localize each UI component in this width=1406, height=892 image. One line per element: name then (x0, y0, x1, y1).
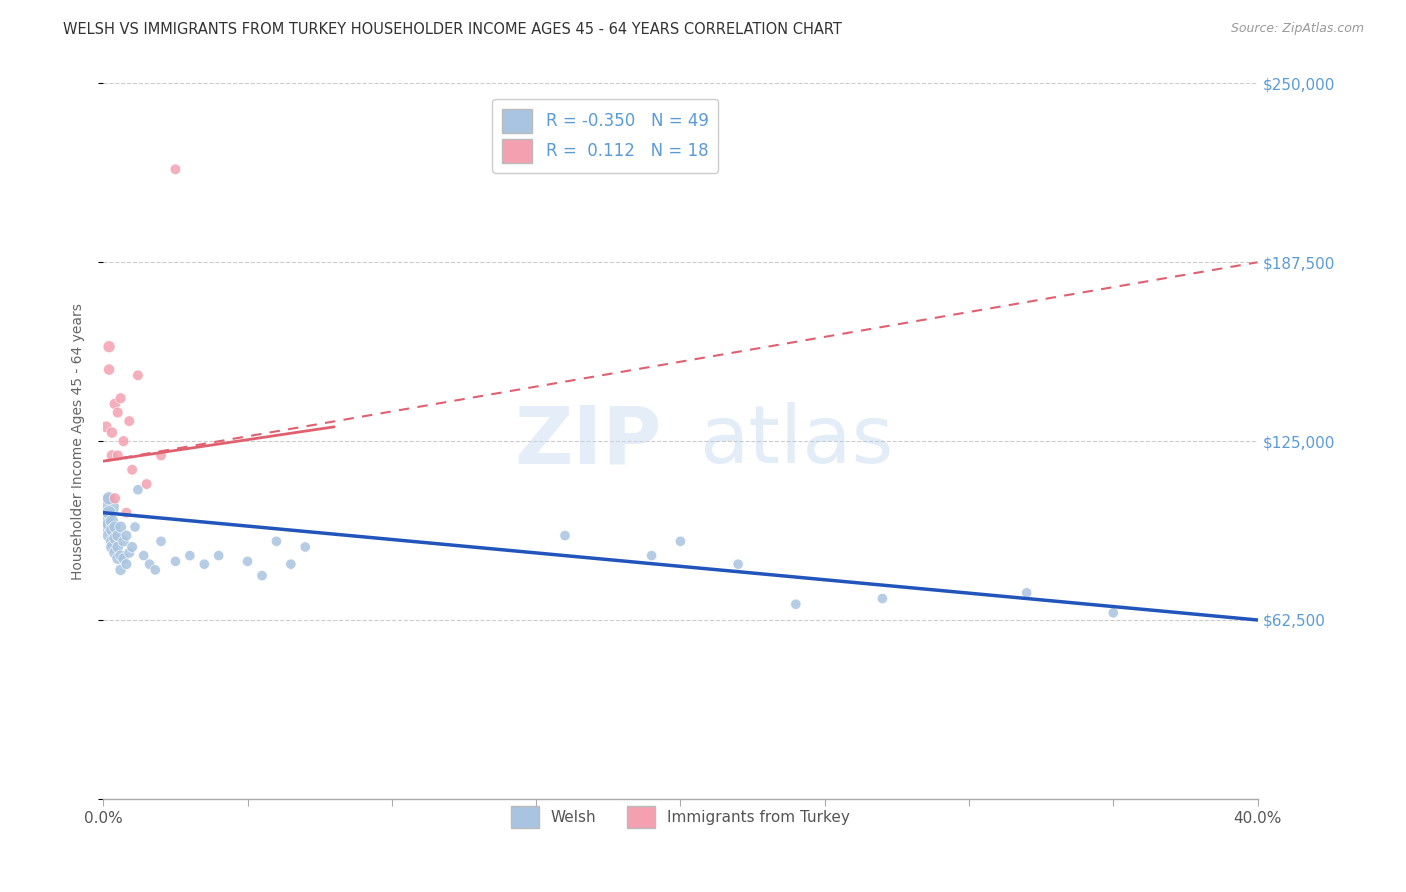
Point (135, 477, 157, 491)
Point (101, 540, 124, 554)
Point (165, 162, 187, 177)
Point (107, 405, 129, 419)
Text: Source: ZipAtlas.com: Source: ZipAtlas.com (1230, 22, 1364, 36)
Point (266, 534, 288, 549)
Point (115, 506, 138, 520)
Point (98, 506, 121, 520)
Text: atlas: atlas (699, 402, 893, 480)
Point (143, 563, 166, 577)
Point (110, 549, 132, 563)
Point (669, 534, 692, 549)
Point (98, 528, 121, 542)
Point (118, 414, 141, 428)
Text: WELSH VS IMMIGRANTS FROM TURKEY HOUSEHOLDER INCOME AGES 45 - 64 YEARS CORRELATIO: WELSH VS IMMIGRANTS FROM TURKEY HOUSEHOL… (63, 22, 842, 37)
Point (107, 540, 129, 554)
Point (110, 563, 132, 577)
Point (104, 532, 127, 546)
Point (115, 557, 138, 571)
Point (236, 554, 259, 568)
Point (101, 514, 124, 528)
Point (101, 534, 124, 549)
Point (107, 449, 129, 463)
Point (165, 554, 187, 568)
Point (127, 368, 149, 383)
Point (124, 520, 146, 534)
Point (872, 591, 894, 606)
Point (121, 540, 143, 554)
Point (785, 597, 807, 611)
Point (640, 549, 662, 563)
Point (98, 491, 121, 506)
Point (250, 568, 273, 582)
Point (138, 557, 160, 571)
Point (96, 420, 118, 434)
Point (101, 449, 124, 463)
Point (112, 551, 135, 566)
Point (150, 534, 173, 549)
Point (1015, 586, 1038, 600)
Point (101, 425, 124, 440)
Point (179, 549, 201, 563)
Point (280, 557, 302, 571)
Text: ZIP: ZIP (515, 402, 662, 480)
Point (112, 434, 135, 449)
Point (96, 500, 118, 514)
Point (110, 520, 132, 534)
Point (96, 520, 118, 534)
Legend: Welsh, Immigrants from Turkey: Welsh, Immigrants from Turkey (505, 800, 856, 834)
Point (98, 362, 121, 376)
Point (150, 449, 173, 463)
Point (727, 557, 749, 571)
Point (104, 546, 127, 560)
Point (101, 523, 124, 537)
Point (121, 463, 143, 477)
Point (98, 340, 121, 354)
Point (554, 528, 576, 542)
Point (208, 549, 231, 563)
Point (107, 528, 129, 542)
Point (132, 549, 155, 563)
Point (112, 534, 135, 549)
Point (118, 546, 141, 560)
Point (110, 391, 132, 405)
Point (193, 557, 215, 571)
Point (98, 517, 121, 532)
Y-axis label: Householder Income Ages 45 - 64 years: Householder Income Ages 45 - 64 years (72, 302, 86, 580)
Point (127, 483, 149, 497)
Point (107, 551, 129, 566)
Point (96, 511, 118, 525)
Point (1102, 606, 1125, 620)
Point (115, 528, 138, 542)
Point (104, 397, 127, 411)
Point (104, 520, 127, 534)
Point (294, 540, 316, 554)
Point (104, 491, 127, 506)
